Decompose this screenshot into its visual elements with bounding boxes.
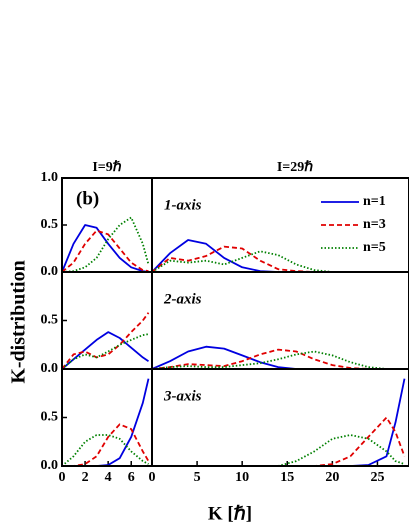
panel-frame (151, 368, 409, 467)
series-line (61, 216, 150, 273)
x-tick-label: 5 (194, 470, 201, 485)
panel-label: (b) (76, 188, 99, 209)
column-title: I=9ℏ (92, 160, 121, 175)
x-tick-label: 6 (128, 470, 135, 485)
y-tick-label: 0.0 (41, 458, 59, 473)
panel-label: 3-axis (163, 388, 202, 404)
series-line (61, 312, 150, 370)
x-tick-label: 4 (105, 470, 112, 485)
x-tick-label: 25 (370, 470, 384, 485)
x-tick-label: 0 (59, 470, 66, 485)
series-line (61, 229, 149, 273)
x-tick-label: 15 (280, 470, 294, 485)
series-line (61, 224, 149, 273)
y-tick-label: 0.5 (41, 217, 59, 232)
y-tick-label: 0.5 (41, 313, 59, 328)
series-line (151, 245, 405, 273)
legend-label: n=5 (363, 240, 386, 255)
series-line (152, 416, 406, 467)
series-line (152, 434, 405, 467)
x-tick-label: 2 (82, 470, 89, 485)
series-line (62, 423, 150, 467)
x-tick-label: 10 (235, 470, 249, 485)
series-line (61, 331, 149, 370)
series-line (151, 348, 405, 370)
series-line (61, 434, 149, 467)
x-axis-label: K [ℏ] (208, 503, 252, 524)
x-tick-label: 20 (325, 470, 339, 485)
y-tick-label: 0.0 (41, 264, 59, 279)
legend-label: n=1 (363, 194, 386, 209)
y-tick-label: 0.5 (41, 410, 59, 425)
series-line (61, 333, 149, 370)
panel-frame (151, 271, 409, 370)
panel-label: 2-axis (163, 291, 202, 307)
legend-label: n=3 (363, 217, 386, 232)
y-tick-label: 0.0 (41, 361, 59, 376)
series-line (62, 378, 150, 467)
panel-label: 1-axis (164, 197, 202, 213)
y-tick-label: 1.0 (41, 170, 59, 185)
y-axis-label: K-distribution (8, 260, 30, 383)
x-tick-label: 0 (149, 470, 156, 485)
column-title: I=29ℏ (277, 160, 313, 175)
